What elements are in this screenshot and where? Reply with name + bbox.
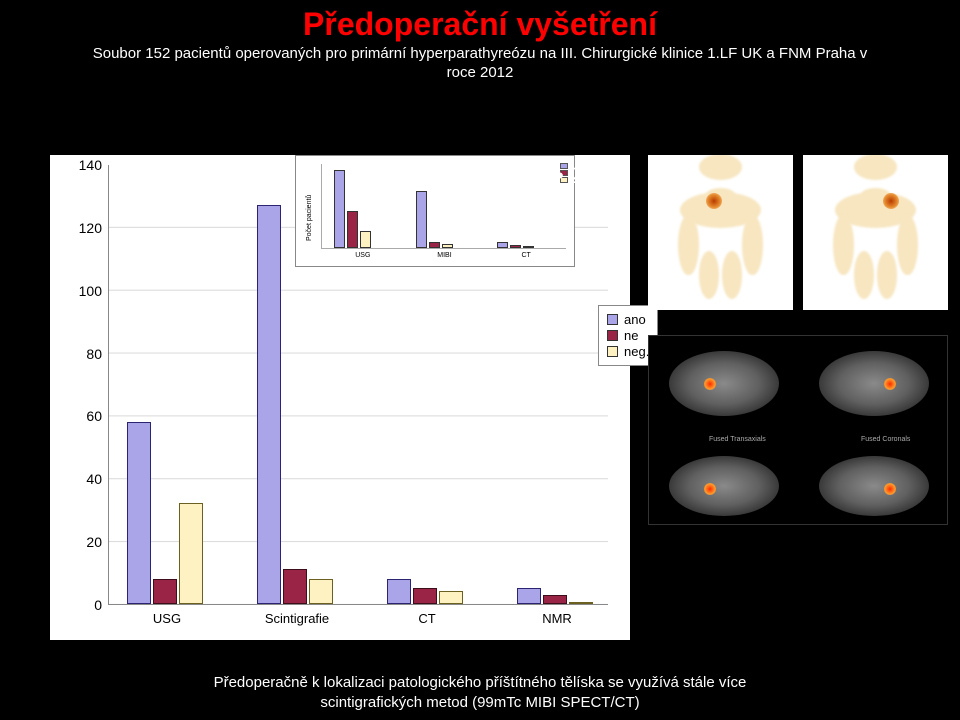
bar <box>283 569 307 604</box>
bar <box>439 591 463 604</box>
bar <box>257 205 281 604</box>
ct-label: Fused Transaxials <box>709 436 766 443</box>
inset-bar <box>497 242 508 248</box>
inset-bar <box>510 245 521 248</box>
ytick-label: 140 <box>50 157 102 173</box>
inset-plot-area: USGMIBICT <box>321 164 566 249</box>
inset-bar <box>442 244 453 248</box>
inset-xtick-label: CT <box>485 252 567 259</box>
bar <box>413 588 437 604</box>
ct-hotspot <box>704 378 716 390</box>
spect-ct-panel: Fused Transaxials Fused Coronals <box>648 335 948 525</box>
ct-hotspot <box>884 378 896 390</box>
legend-label: neg. <box>624 344 649 359</box>
inset-xtick-label: USG <box>322 252 404 259</box>
legend-swatch <box>607 330 618 341</box>
bar <box>517 588 541 604</box>
legend-item: neg. <box>607 344 649 359</box>
ytick-label: 100 <box>50 283 102 299</box>
ytick-label: 20 <box>50 534 102 550</box>
legend-swatch <box>607 346 618 357</box>
xtick-label: CT <box>372 611 482 626</box>
legend-item: ne <box>607 328 649 343</box>
footer-l1: Předoperačně k lokalizaci patologického … <box>214 674 747 691</box>
bar <box>127 422 151 604</box>
bar <box>543 595 567 604</box>
legend-label: ano <box>624 312 646 327</box>
ct-slice <box>669 351 779 416</box>
ct-hotspot <box>704 483 716 495</box>
ytick-label: 80 <box>50 346 102 362</box>
scintigraphy-scan-posterior <box>803 155 948 310</box>
ct-slice <box>819 456 929 516</box>
legend-label: ne <box>624 328 638 343</box>
inset-bar <box>360 231 371 248</box>
page-title: Předoperační vyšetření <box>0 0 960 43</box>
ct-slice <box>819 351 929 416</box>
inset-yaxis-label: Počet pacientů <box>306 195 313 241</box>
inset-xtick-label: MIBI <box>404 252 486 259</box>
legend-item: ano <box>607 312 649 327</box>
bar <box>309 579 333 604</box>
bar <box>387 579 411 604</box>
scintigraphy-scan-anterior <box>648 155 793 310</box>
ct-slice <box>669 456 779 516</box>
inset-year-label: • 2006 <box>556 163 619 189</box>
page-subtitle: Soubor 152 pacientů operovaných pro prim… <box>0 43 960 83</box>
footer-text: Předoperačně k lokalizaci patologického … <box>0 673 960 712</box>
inset-bar <box>334 170 345 248</box>
inset-bar <box>429 242 440 248</box>
uptake-hotspot <box>706 193 722 209</box>
inset-bar-chart: USGMIBICT Počet pacientů <box>295 155 575 267</box>
ytick-label: 40 <box>50 471 102 487</box>
bar <box>179 503 203 604</box>
bar <box>569 602 593 604</box>
ytick-label: 120 <box>50 220 102 236</box>
footer-l2: scintigrafických metod (99mTc MIBI SPECT… <box>320 694 639 711</box>
bar <box>153 579 177 604</box>
ct-label: Fused Coronals <box>861 436 910 443</box>
subtitle-l1: Soubor 152 pacientů operovaných pro prim… <box>93 45 868 62</box>
subtitle-l2: roce 2012 <box>447 64 514 81</box>
xtick-label: USG <box>112 611 222 626</box>
ytick-label: 60 <box>50 408 102 424</box>
inset-bar <box>416 191 427 248</box>
ytick-label: 0 <box>50 597 102 613</box>
inset-bar <box>523 246 534 248</box>
inset-bar <box>347 211 358 248</box>
legend-swatch <box>607 314 618 325</box>
xtick-label: Scintigrafie <box>242 611 352 626</box>
xtick-label: NMR <box>502 611 612 626</box>
ct-hotspot <box>884 483 896 495</box>
uptake-hotspot <box>883 193 899 209</box>
